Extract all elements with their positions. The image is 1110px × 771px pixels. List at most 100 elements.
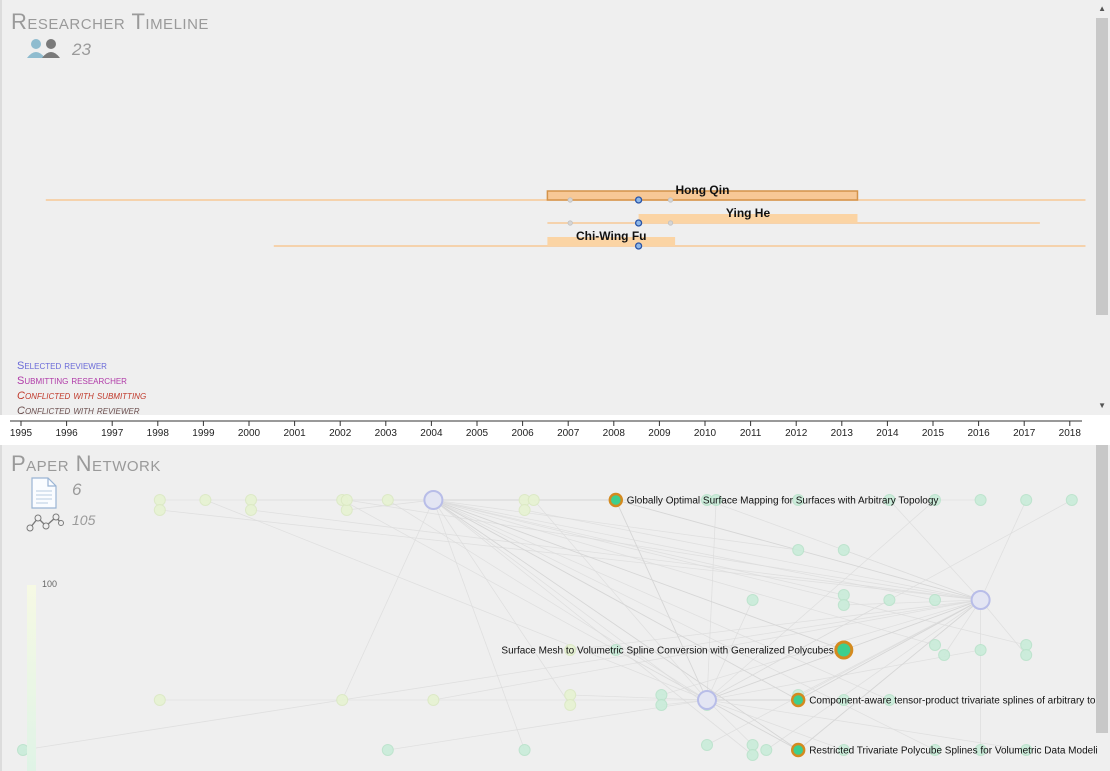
network-node: [746, 594, 759, 606]
network-node: [153, 494, 166, 506]
network-edge: [433, 499, 936, 646]
year-axis: 1995 1996 1997 1998 1999 2000 2001 2002 2003 2004…: [0, 415, 1110, 445]
network-edge: [706, 499, 936, 701]
network-edge: [433, 499, 1027, 646]
network-edge: [433, 499, 799, 751]
network-node: [974, 644, 987, 656]
network-node: [1020, 494, 1033, 506]
paper-network-panel: Globally Optimal Surface Mapping for Sur…: [0, 445, 1110, 771]
network-node: [746, 739, 759, 751]
network-edge: [706, 699, 844, 751]
researchers-icon: [27, 39, 60, 58]
axis-tick-label: 1999: [192, 428, 215, 439]
network-edge: [706, 649, 844, 701]
axis-tick-label: 2006: [511, 428, 534, 439]
axis-tick-label: 2017: [1013, 428, 1036, 439]
axis-tick-label: 2013: [831, 428, 854, 439]
network-node: [655, 699, 668, 711]
network-node: [518, 744, 531, 756]
network-scrollbar[interactable]: [1096, 445, 1108, 733]
network-node: [1020, 649, 1033, 661]
network-edge: [22, 599, 981, 751]
network-node: [837, 694, 850, 706]
axis-tick-label: 1996: [55, 428, 78, 439]
network-node: [609, 644, 622, 656]
network-node: [336, 694, 349, 706]
network-node: [938, 649, 951, 661]
network-node: [974, 494, 987, 506]
paper-node[interactable]: Component-aware tensor-product trivariat…: [791, 692, 1097, 708]
paper-node[interactable]: Globally Optimal Surface Mapping for Sur…: [608, 492, 939, 508]
network-node: [199, 494, 212, 506]
network-nodes: [17, 490, 1078, 761]
network-edge: [797, 599, 981, 751]
paper-marker: [634, 242, 643, 250]
network-edge: [706, 699, 799, 751]
network-node: [527, 494, 540, 506]
network-node: [1065, 494, 1078, 506]
network-node: [564, 644, 577, 656]
timeline-scroll-up-icon[interactable]: ▲: [1098, 4, 1106, 13]
researcher-row[interactable]: Ying He: [547, 206, 1040, 227]
network-edge: [661, 599, 981, 696]
paper-network-graph[interactable]: Globally Optimal Surface Mapping for Sur…: [2, 445, 1097, 771]
researcher-name: Hong Qin: [675, 183, 729, 197]
researcher-row[interactable]: Chi-Wing Fu: [273, 229, 1086, 250]
network-edge: [706, 699, 1027, 751]
network-node: [340, 504, 353, 516]
network-edge: [433, 499, 799, 551]
timeline-scrollbar[interactable]: [1096, 18, 1108, 315]
timeline-scroll-down-icon[interactable]: ▼: [1098, 401, 1106, 410]
paper-node[interactable]: Restricted Trivariate Polycube Splines f…: [791, 742, 1097, 758]
network-edge: [524, 509, 981, 601]
network-edge: [943, 599, 981, 656]
researcher-row[interactable]: Hong Qin: [45, 183, 1086, 204]
active-period-bar: [638, 214, 858, 223]
network-node: [245, 494, 257, 506]
paper-count: 6: [72, 480, 82, 499]
paper-marker: [634, 196, 643, 204]
axis-tick-label: 2001: [283, 428, 306, 439]
network-edge: [433, 499, 844, 596]
link-network-icon: [26, 513, 64, 532]
network-node: [381, 744, 394, 756]
network-node: [427, 694, 440, 706]
network-node: [792, 494, 805, 506]
legend-submitting-researcher: Submitting researcher: [17, 375, 127, 387]
researcher-timeline-panel: Researcher Timeline 23 Hong Qin Ying He Ch…: [0, 0, 1110, 417]
network-node: [1020, 639, 1033, 651]
network-node: [929, 744, 941, 756]
network-node: [883, 694, 896, 706]
network-node: [792, 544, 805, 556]
hub-node: [423, 490, 444, 510]
network-edge: [980, 599, 1027, 656]
network-node: [245, 504, 257, 516]
paper-node-circle: [791, 692, 806, 708]
researcher-name: Chi-Wing Fu: [576, 229, 647, 243]
network-edge: [433, 499, 936, 601]
axis-tick-label: 2008: [603, 428, 626, 439]
network-node: [518, 504, 531, 516]
axis-tick-label: 2004: [420, 428, 443, 439]
paper-title: Surface Mesh to Volumetric Spline Conver…: [501, 646, 833, 657]
network-edge: [980, 499, 1027, 601]
network-node: [381, 494, 394, 506]
paper-marker: [667, 220, 674, 226]
axis-tick-label: 2018: [1059, 428, 1082, 439]
network-edge: [766, 599, 981, 751]
network-node: [837, 744, 850, 756]
network-edge: [433, 499, 708, 706]
network-node: [153, 694, 166, 706]
axis-tick-label: 2016: [967, 428, 990, 439]
network-node: [701, 739, 713, 751]
axis-tick-label: 1998: [147, 428, 170, 439]
paper-node[interactable]: Surface Mesh to Volumetric Spline Conver…: [501, 640, 854, 660]
paper-node-circle: [834, 640, 854, 660]
network-title: Paper Network: [11, 451, 161, 476]
axis-tick-label: 2000: [238, 428, 261, 439]
network-edge: [387, 699, 708, 751]
paper-node-circle: [608, 492, 623, 508]
network-edge: [205, 499, 708, 701]
paper-title: Globally Optimal Surface Mapping for Sur…: [627, 496, 939, 507]
axis-tick-label: 1995: [10, 428, 33, 439]
